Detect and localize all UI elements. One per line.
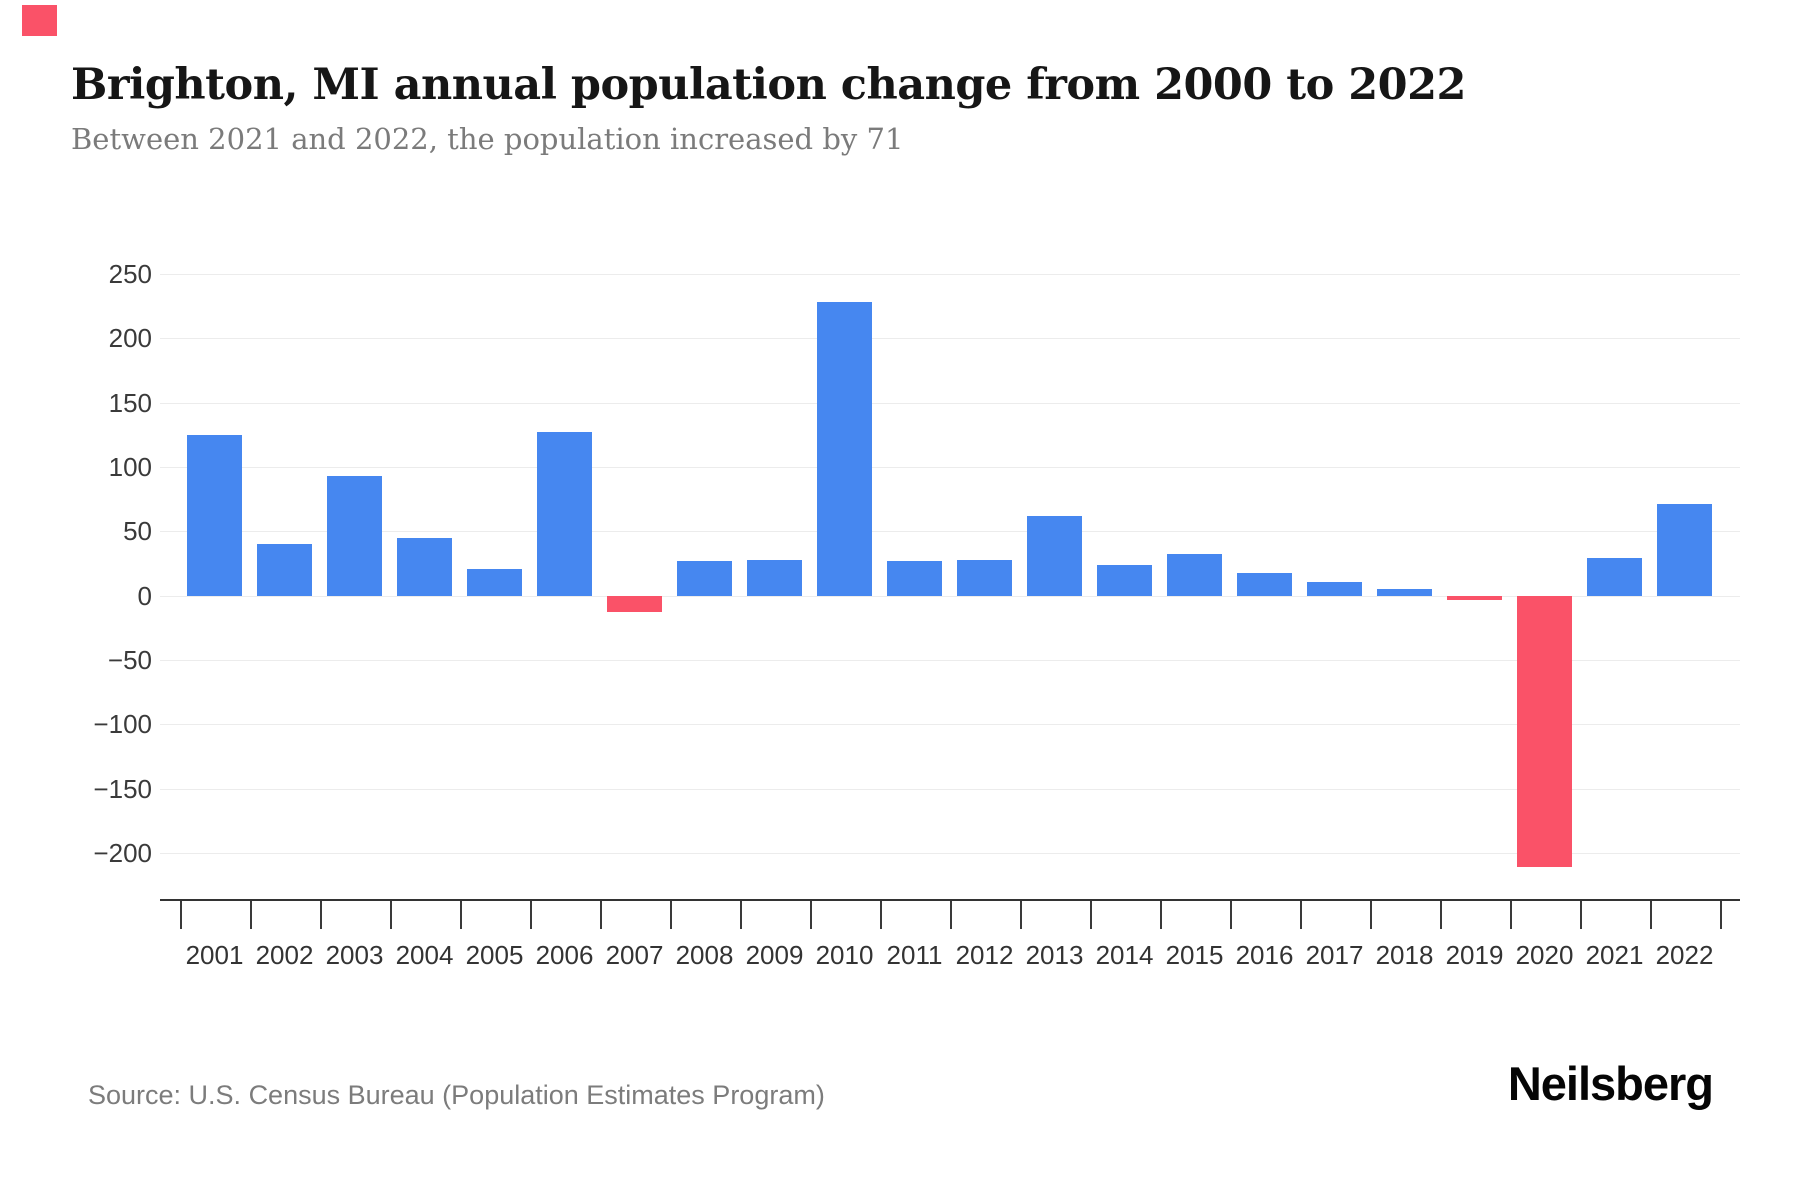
- x-tick-label-2010: 2010: [815, 940, 874, 970]
- bar-2018: [1377, 589, 1432, 596]
- bar-2010: [817, 302, 872, 596]
- bar-2007: [607, 595, 662, 613]
- x-tick: [669, 901, 672, 929]
- x-tick: [739, 901, 742, 929]
- gridline-250: [160, 274, 1740, 275]
- y-tick-label-200: 200: [108, 323, 152, 354]
- x-tick-label-2017: 2017: [1305, 940, 1364, 970]
- x-tick-label-2007: 2007: [605, 940, 664, 970]
- bar-2021: [1587, 558, 1642, 596]
- x-tick: [459, 901, 462, 929]
- bar-2005: [467, 568, 522, 596]
- bar-2011: [887, 560, 942, 596]
- x-tick: [1089, 901, 1092, 929]
- x-tick-label-2002: 2002: [255, 940, 314, 970]
- y-tick-label--200: −200: [93, 838, 152, 868]
- x-tick-label-2018: 2018: [1375, 940, 1434, 970]
- y-tick-label-50: 50: [123, 516, 152, 547]
- bar-2016: [1237, 572, 1292, 596]
- bar-2019: [1447, 595, 1502, 600]
- y-tick-label-0: 0: [137, 580, 152, 611]
- x-tick: [389, 901, 392, 929]
- x-tick-label-2016: 2016: [1235, 940, 1294, 970]
- x-tick-label-2021: 2021: [1585, 940, 1644, 970]
- x-tick-label-2013: 2013: [1025, 940, 1084, 970]
- x-tick: [249, 901, 252, 929]
- x-tick-label-2014: 2014: [1095, 940, 1154, 970]
- x-tick: [1439, 901, 1442, 929]
- bar-2013: [1027, 515, 1082, 596]
- bar-2012: [957, 559, 1012, 596]
- x-tick-label-2020: 2020: [1515, 940, 1574, 970]
- x-tick: [1649, 901, 1652, 929]
- y-tick-label-100: 100: [108, 452, 152, 482]
- bar-2004: [397, 537, 452, 596]
- x-tick-label-2019: 2019: [1445, 940, 1504, 970]
- x-tick-label-2005: 2005: [465, 940, 524, 970]
- bar-2003: [327, 476, 382, 596]
- x-tick-label-2006: 2006: [535, 940, 594, 970]
- bar-2017: [1307, 581, 1362, 596]
- y-tick-label-150: 150: [108, 387, 152, 418]
- bar-2015: [1167, 554, 1222, 596]
- x-tick: [1019, 901, 1022, 929]
- page-title: Brighton, MI annual population change fr…: [71, 60, 1466, 110]
- plot-area: [160, 274, 1740, 900]
- gridline--100: [160, 724, 1740, 726]
- y-tick-label--150: −150: [93, 773, 152, 804]
- x-tick: [1509, 901, 1512, 929]
- x-tick-label-2009: 2009: [745, 940, 804, 970]
- x-axis-line: [160, 899, 1740, 901]
- gridline--150: [160, 788, 1740, 790]
- x-tick-label-2011: 2011: [886, 940, 943, 970]
- x-tick-label-2015: 2015: [1165, 940, 1224, 970]
- x-tick: [879, 901, 882, 929]
- x-tick-label-2004: 2004: [395, 940, 454, 970]
- x-tick: [949, 901, 952, 929]
- bar-2006: [537, 432, 592, 596]
- x-tick: [1159, 901, 1162, 929]
- page-subtitle: Between 2021 and 2022, the population in…: [71, 122, 904, 156]
- x-tick: [529, 901, 532, 929]
- x-tick: [1719, 901, 1722, 929]
- bar-2009: [747, 559, 802, 596]
- bar-2002: [257, 544, 312, 596]
- gridline-150: [160, 402, 1740, 404]
- x-tick: [179, 901, 182, 929]
- x-tick: [809, 901, 812, 929]
- x-tick: [1369, 901, 1372, 929]
- brand-logo: Neilsberg: [1507, 1057, 1714, 1110]
- x-tick: [1579, 901, 1582, 929]
- gridline--50: [160, 660, 1740, 661]
- bar-2001: [187, 434, 242, 596]
- y-tick-label--50: −50: [107, 645, 152, 675]
- bar-2008: [677, 560, 732, 596]
- source-credit: Source: U.S. Census Bureau (Population E…: [88, 1080, 825, 1110]
- y-tick-label-250: 250: [108, 259, 152, 289]
- gridline-100: [160, 467, 1740, 468]
- bar-2020: [1517, 595, 1572, 868]
- x-tick-label-2008: 2008: [675, 940, 734, 970]
- x-tick-label-2022: 2022: [1655, 940, 1714, 970]
- gridline-50: [160, 531, 1740, 533]
- gridline-0: [160, 595, 1740, 597]
- x-tick-label-2012: 2012: [955, 940, 1014, 970]
- bar-2014: [1097, 564, 1152, 596]
- x-tick: [1299, 901, 1302, 929]
- gridline-200: [160, 338, 1740, 340]
- x-tick: [319, 901, 322, 929]
- y-tick-label--100: −100: [93, 709, 152, 740]
- x-tick-label-2001: 2001: [185, 940, 244, 970]
- brand-accent-swatch: [22, 5, 57, 36]
- x-tick: [599, 901, 602, 929]
- bar-2022: [1657, 504, 1712, 596]
- gridline--200: [160, 853, 1740, 854]
- x-tick-label-2003: 2003: [325, 940, 384, 970]
- x-tick: [1229, 901, 1232, 929]
